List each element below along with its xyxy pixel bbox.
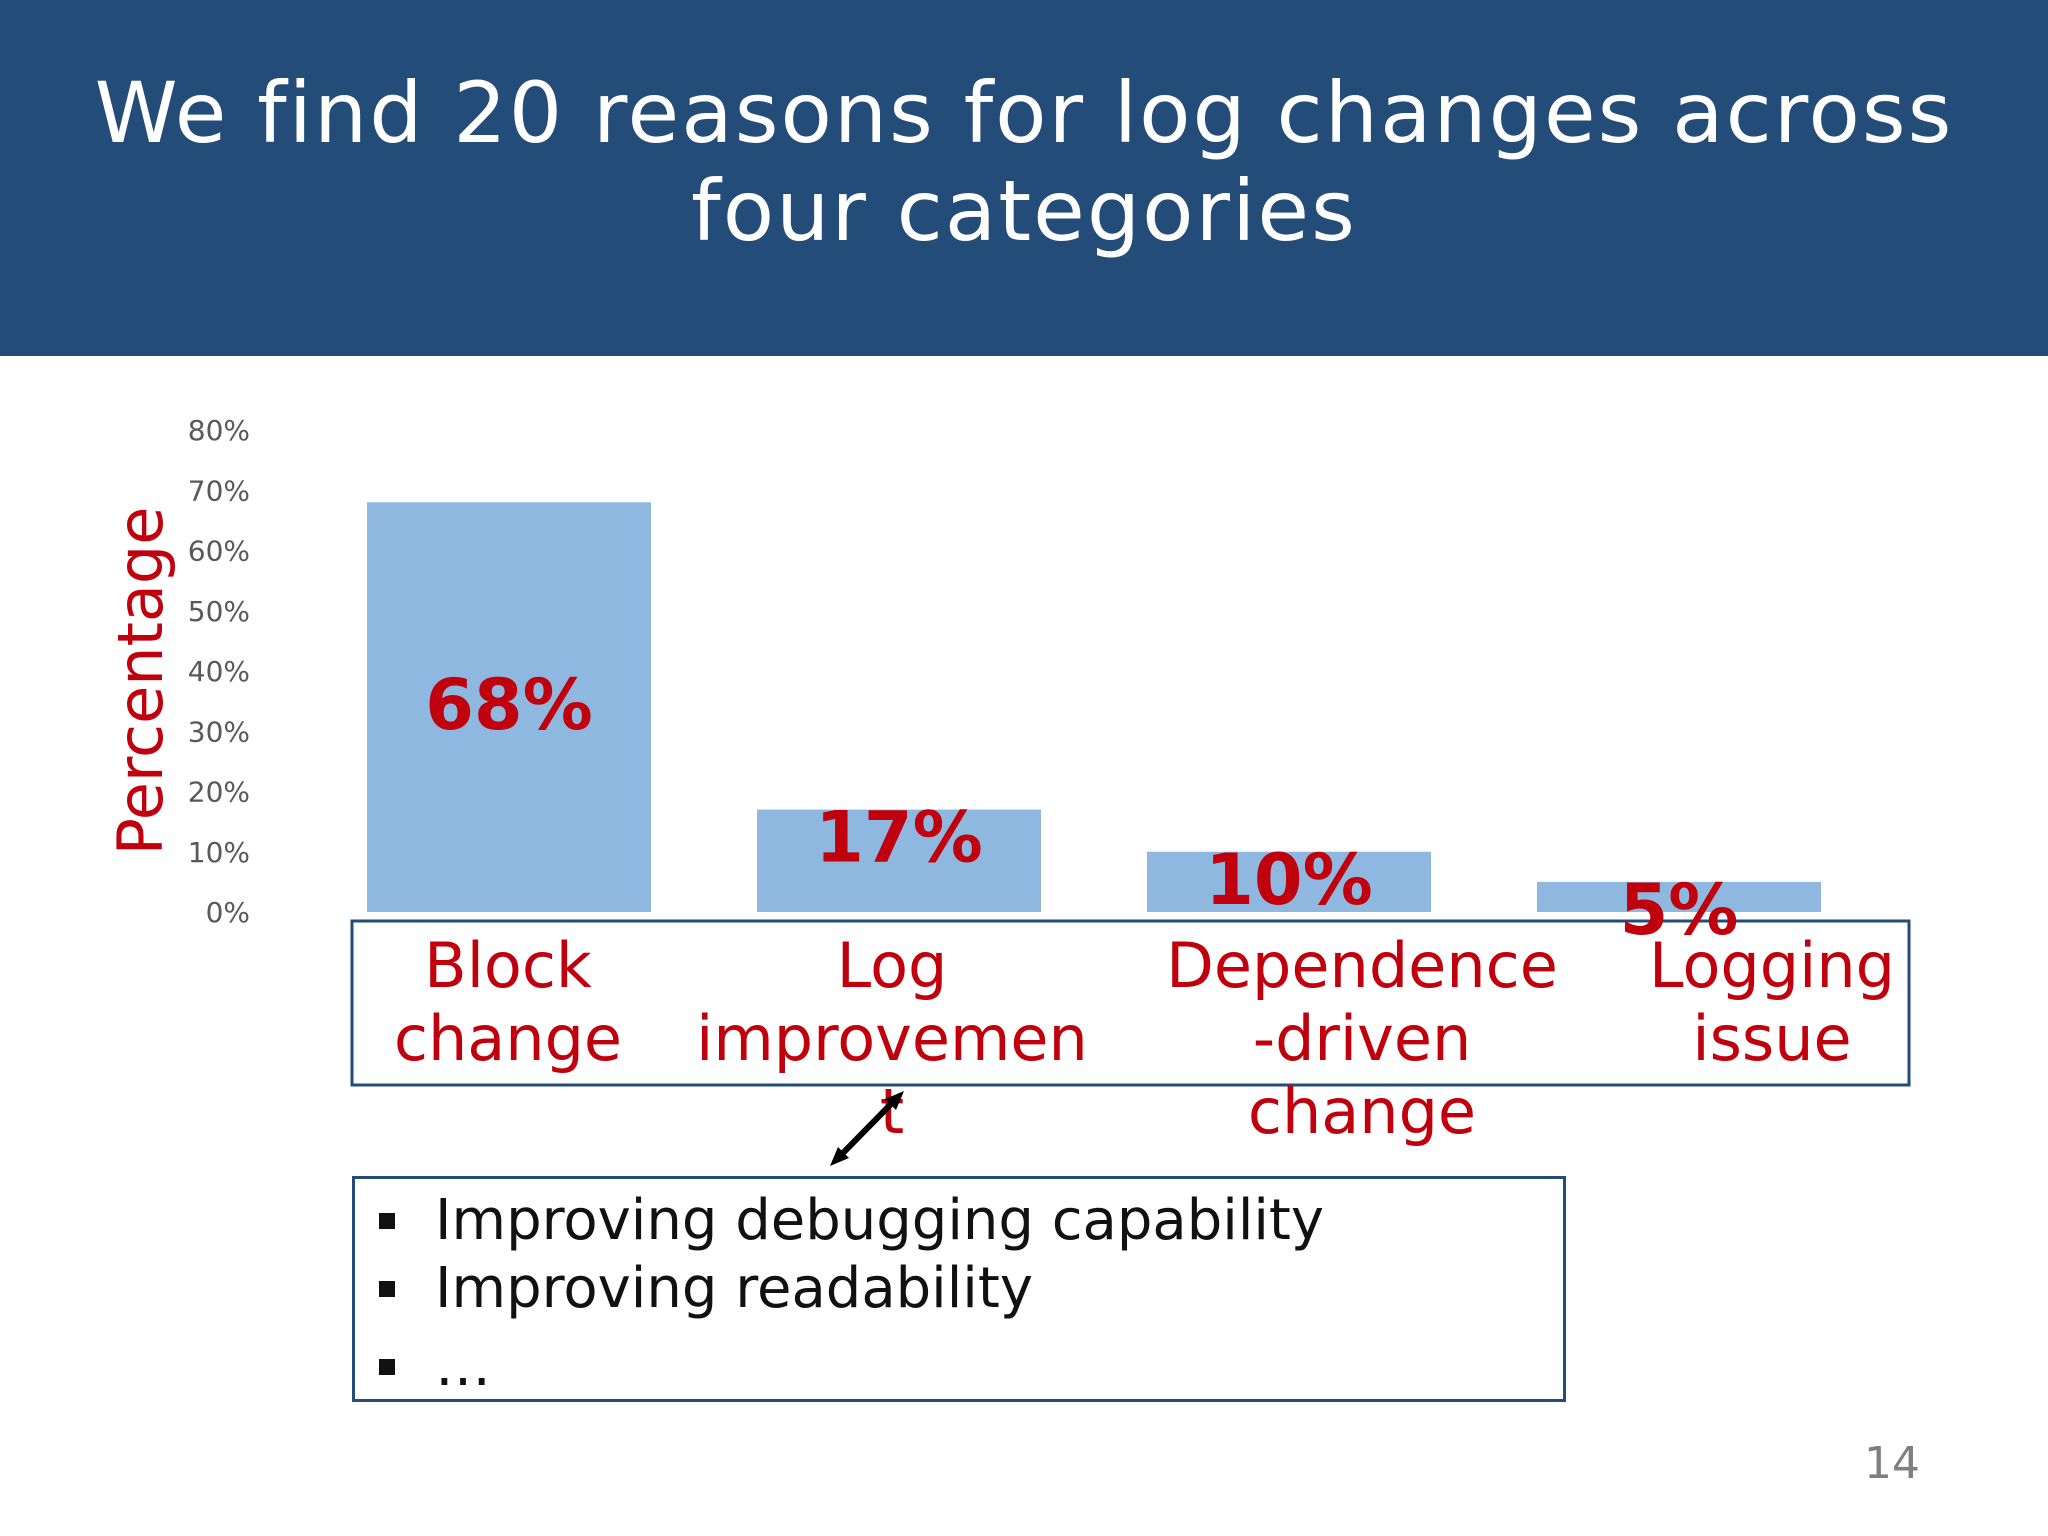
- slide-header: We find 20 reasons for log changes acros…: [0, 0, 2048, 356]
- category-label-line: change: [394, 1002, 622, 1075]
- y-tick-label: 30%: [188, 715, 250, 748]
- category-labels: BlockchangeLogimprovementDependence-driv…: [394, 929, 1895, 1148]
- bullet-square-icon: [379, 1359, 395, 1375]
- slide-title-line-2: four categories: [691, 162, 1357, 260]
- category-label-line: change: [1248, 1075, 1476, 1148]
- page-number: 14: [1864, 1438, 1920, 1489]
- slide-title: We find 20 reasons for log changes acros…: [0, 64, 2048, 260]
- bar-value-label: 68%: [425, 664, 593, 746]
- y-tick-label: 40%: [188, 655, 250, 688]
- y-tick-label: 20%: [188, 776, 250, 809]
- bar: [1537, 881, 1821, 912]
- category-label-line: improvemen: [696, 1002, 1088, 1075]
- y-axis-ticks: 0% 10% 20% 30% 40% 50% 60% 70% 80%: [188, 414, 250, 929]
- callout-item-text: Improving readability: [435, 1256, 1033, 1321]
- category-label-line: Logging: [1649, 929, 1895, 1002]
- bar: [367, 502, 651, 912]
- bar-value-label: 17%: [815, 797, 983, 879]
- y-tick-label: 0%: [206, 896, 250, 929]
- callout-item: Improving readability: [375, 1255, 1324, 1323]
- callout-item-text: Improving debugging capability: [435, 1188, 1325, 1253]
- bars-group: [367, 502, 1821, 912]
- category-label-line: Log: [837, 929, 948, 1002]
- bar-value-label: 10%: [1205, 839, 1373, 921]
- y-tick-label: 70%: [188, 474, 250, 507]
- category-label-line: Block: [424, 929, 592, 1002]
- bar-value-label: 5%: [1620, 869, 1739, 951]
- callout-item: …: [375, 1333, 1324, 1401]
- category-label-frame: [350, 919, 1911, 1087]
- slide-title-line-1: We find 20 reasons for log changes acros…: [94, 64, 1954, 162]
- y-tick-label: 80%: [188, 414, 250, 447]
- bullet-square-icon: [379, 1281, 395, 1297]
- callout-list: Improving debugging capability Improving…: [375, 1187, 1324, 1401]
- y-tick-label: 10%: [188, 836, 250, 869]
- y-axis-label: Percentage: [104, 507, 177, 856]
- bullet-square-icon: [379, 1213, 395, 1229]
- category-label-line: -driven: [1253, 1002, 1472, 1075]
- category-label-line: Dependence: [1166, 929, 1558, 1002]
- callout-item: Improving debugging capability: [375, 1187, 1324, 1255]
- callout-item-text: …: [435, 1334, 491, 1399]
- y-tick-label: 50%: [188, 595, 250, 628]
- callout-arrow: [830, 1091, 904, 1166]
- category-label-line: issue: [1692, 1002, 1851, 1075]
- callout-box: Improving debugging capability Improving…: [352, 1176, 1566, 1402]
- y-tick-label: 60%: [188, 535, 250, 568]
- bar: [1147, 851, 1431, 912]
- bar: [757, 809, 1041, 912]
- value-labels: 68% 17% 10% 5%: [425, 664, 1738, 951]
